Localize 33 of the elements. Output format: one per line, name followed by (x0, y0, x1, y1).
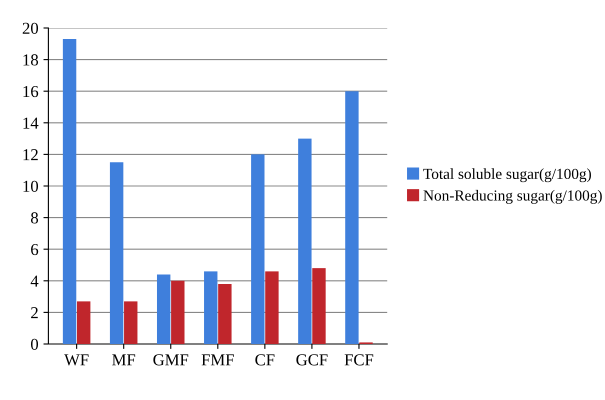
bar (171, 280, 185, 344)
legend-label: Total soluble sugar(g/100g) (423, 168, 591, 182)
x-tick-label: GMF (153, 354, 188, 366)
y-tick-label: 20 (22, 22, 38, 34)
bar (298, 138, 312, 344)
y-tick-label: 12 (23, 149, 38, 160)
y-tick-label: 0 (30, 338, 38, 350)
y-tick-label: 2 (31, 307, 38, 318)
legend-label: Non-Reducing sugar(g/100g) (423, 190, 602, 204)
bar (62, 39, 76, 344)
y-tick-label: 4 (30, 276, 38, 287)
bar (204, 271, 218, 344)
bar (124, 301, 138, 344)
y-tick-label: 10 (23, 180, 38, 192)
y-tick-label: 8 (30, 212, 38, 224)
bar (76, 301, 90, 344)
x-tick-label: GCF (296, 354, 328, 366)
bar (251, 154, 265, 344)
bar (312, 268, 326, 344)
x-tick-label: WF (64, 354, 89, 366)
bar (156, 274, 170, 344)
bar (265, 271, 279, 344)
bar (345, 91, 359, 344)
y-tick-label: 14 (23, 118, 38, 129)
x-tick-label: FMF (202, 354, 234, 366)
bar (218, 284, 232, 344)
x-tick-label: CF (255, 354, 274, 366)
y-tick-label: 16 (23, 86, 38, 98)
bar (110, 162, 124, 344)
x-tick-label: FCF (344, 354, 374, 366)
y-tick-label: 6 (31, 244, 38, 256)
y-tick-label: 18 (23, 54, 38, 66)
x-tick-label: MF (112, 354, 136, 366)
